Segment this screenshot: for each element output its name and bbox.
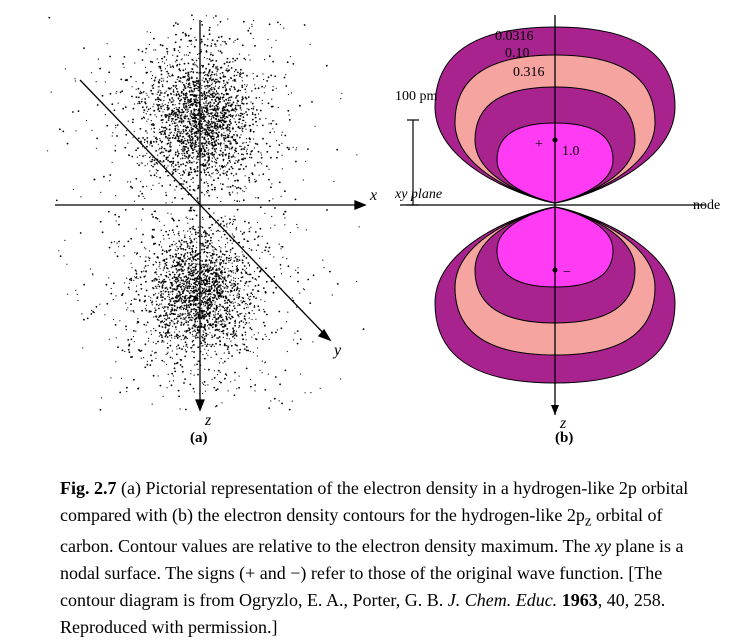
- page: z x y z xy plane node: [0, 0, 751, 644]
- contour-label-0.0316: 0.0316: [495, 29, 534, 44]
- figure-caption: Fig. 2.7 (a) Pictorial representation of…: [60, 475, 711, 641]
- panel-a-svg: z x y: [20, 0, 380, 430]
- panel-a: z x y: [20, 0, 380, 430]
- panel-b: z xy plane node + − 1.0: [395, 0, 735, 430]
- plus-sign: +: [535, 137, 543, 152]
- figure-area: z x y z xy plane node: [0, 0, 751, 470]
- axis-label-z-b: z: [559, 415, 567, 430]
- caption-plane: xy: [595, 536, 611, 556]
- contour-label-0.10: 0.10: [505, 46, 530, 61]
- panel-b-sublabel: (b): [555, 430, 573, 447]
- contour-label-1.0: 1.0: [562, 144, 580, 159]
- minus-sign: −: [563, 265, 571, 280]
- axis-label-x: x: [369, 187, 377, 204]
- caption-sub-z: z: [585, 514, 592, 530]
- panel-a-sublabel: (a): [190, 430, 208, 447]
- panel-b-svg: z xy plane node + − 1.0: [395, 0, 735, 430]
- caption-journal: J. Chem. Educ.: [448, 590, 557, 610]
- xy-plane-label: xy plane: [395, 187, 442, 202]
- node-label: node: [693, 198, 720, 213]
- caption-year: 1963: [562, 590, 598, 610]
- contour-label-0.316: 0.316: [513, 65, 545, 80]
- density-dots: [47, 14, 364, 410]
- axis-label-z: z: [204, 412, 212, 429]
- scale-label: 100 pm: [395, 89, 438, 104]
- axis-label-y: y: [332, 342, 342, 359]
- figure-number: Fig. 2.7: [60, 478, 117, 498]
